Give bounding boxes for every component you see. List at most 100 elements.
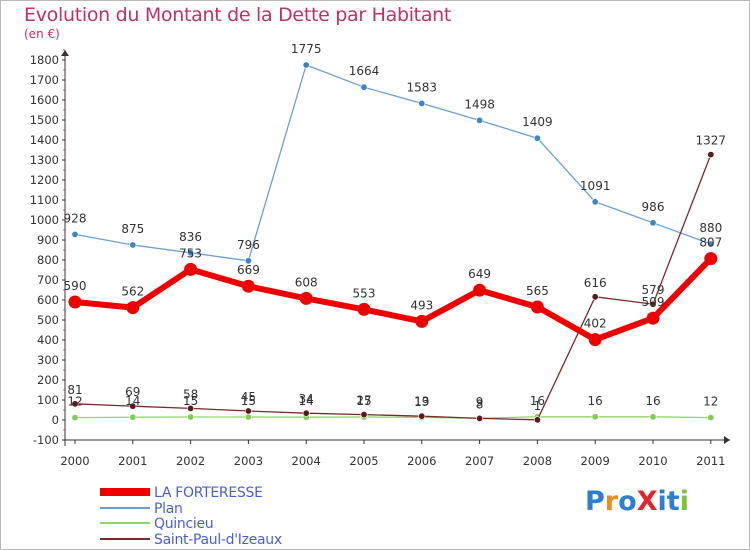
y-tick-label: 1100 <box>30 193 59 207</box>
data-point <box>533 416 541 424</box>
data-label: 649 <box>468 267 491 281</box>
y-tick-label: 1500 <box>30 113 59 127</box>
data-label: 753 <box>179 246 202 260</box>
data-label: 553 <box>353 286 376 300</box>
y-tick-label: 600 <box>37 293 59 307</box>
legend-item: LA FORTERESSE <box>100 485 263 501</box>
data-point <box>588 333 602 347</box>
data-label: 1498 <box>464 97 495 111</box>
data-point <box>302 409 310 417</box>
data-label: 12 <box>67 395 82 409</box>
legend-item: Saint-Paul-d'Izeaux <box>100 532 282 548</box>
data-point <box>418 99 426 107</box>
legend-label: Plan <box>154 501 183 517</box>
data-point <box>129 402 137 410</box>
data-point <box>707 414 715 422</box>
data-label: 81 <box>67 383 82 397</box>
data-label: 27 <box>356 394 371 408</box>
x-tick-label: 2002 <box>176 454 205 468</box>
series-la-forteresse <box>68 252 718 347</box>
data-point <box>591 413 599 421</box>
data-label: 562 <box>121 285 144 299</box>
data-label: 616 <box>584 276 607 290</box>
data-labels-plan: 928 875 836 796 1775 1664 1583 1498 1409 1091 986 8… <box>64 42 723 252</box>
data-label: 928 <box>64 211 87 225</box>
data-point <box>591 198 599 206</box>
data-point <box>187 404 195 412</box>
y-tick-label: 900 <box>37 233 59 247</box>
data-label: 14 <box>125 394 140 408</box>
data-label: 16 <box>645 394 660 408</box>
data-point <box>649 219 657 227</box>
x-tick-label: 2000 <box>60 454 89 468</box>
data-label: 34 <box>299 392 314 406</box>
legend-label: Saint-Paul-d'Izeaux <box>154 532 282 548</box>
data-label: 9 <box>476 395 484 409</box>
proxiti-logo: ProXiti <box>585 486 689 517</box>
data-point <box>476 116 484 124</box>
y-tick-label: 1300 <box>30 153 59 167</box>
data-label: 402 <box>584 317 607 331</box>
x-tick-label: 2005 <box>349 454 378 468</box>
data-label: 669 <box>237 263 260 277</box>
legend-label: LA FORTERESSE <box>154 485 263 501</box>
data-point <box>415 314 429 328</box>
axes: -100 0 100 200 300 400 500 600 700 800 900 1000 1100… <box>30 49 730 468</box>
data-point <box>184 262 198 276</box>
y-tick-label: 1200 <box>30 173 59 187</box>
logo-letter: o <box>618 486 637 517</box>
y-tick-label: 500 <box>37 313 59 327</box>
series-line <box>74 154 712 421</box>
x-tick-label: 2001 <box>118 454 147 468</box>
data-label: 875 <box>121 222 144 236</box>
series-plan <box>71 61 715 265</box>
y-tick-label: 1000 <box>30 213 59 227</box>
logo-letter: r <box>604 486 619 517</box>
data-point <box>129 241 137 249</box>
data-point <box>707 151 715 159</box>
y-axis-arrow <box>61 50 69 56</box>
data-point <box>473 283 487 297</box>
data-point <box>646 311 660 325</box>
data-label: 8 <box>476 397 484 411</box>
y-tick-label: 100 <box>37 393 59 407</box>
data-label: 14 <box>299 394 314 408</box>
legend-label: Quincieu <box>154 516 213 532</box>
logo-letter: X <box>636 486 658 517</box>
data-label: 15 <box>241 394 256 408</box>
logo-letter: P <box>585 486 605 517</box>
data-point <box>244 413 252 421</box>
data-label: 1664 <box>349 64 380 78</box>
data-label: 836 <box>179 230 202 244</box>
data-label: 12 <box>703 395 718 409</box>
data-label: 1775 <box>291 42 322 56</box>
data-label: 1583 <box>407 80 438 94</box>
y-tick-label: 1800 <box>30 53 59 67</box>
chart-title: Evolution du Montant de la Dette par Hab… <box>24 4 452 26</box>
data-point <box>360 411 368 419</box>
logo-letter: i <box>657 486 667 517</box>
data-label: 19 <box>414 395 429 409</box>
logo-letter: i <box>679 486 689 517</box>
data-point <box>704 252 718 266</box>
data-label: 1327 <box>696 134 727 148</box>
data-label: 13 <box>414 394 429 408</box>
series-saint-paul-d-izeaux <box>71 151 715 424</box>
x-tick-label: 2008 <box>523 454 552 468</box>
data-point <box>591 293 599 301</box>
data-point <box>71 230 79 238</box>
data-labels-la-forteresse: 590 562 753 669 608 553 493 649 565 402 509 807 <box>64 236 723 331</box>
logo-letter: t <box>666 486 680 517</box>
data-point <box>187 249 195 257</box>
x-tick-label: 2003 <box>234 454 263 468</box>
data-point <box>360 83 368 91</box>
data-point <box>530 300 544 314</box>
legend: LA FORTERESSEPlanQuincieuSaint-Paul-d'Iz… <box>100 485 282 548</box>
data-label: 69 <box>125 385 140 399</box>
data-label: 796 <box>237 238 260 252</box>
y-tick-label: 700 <box>37 273 59 287</box>
data-point <box>129 413 137 421</box>
